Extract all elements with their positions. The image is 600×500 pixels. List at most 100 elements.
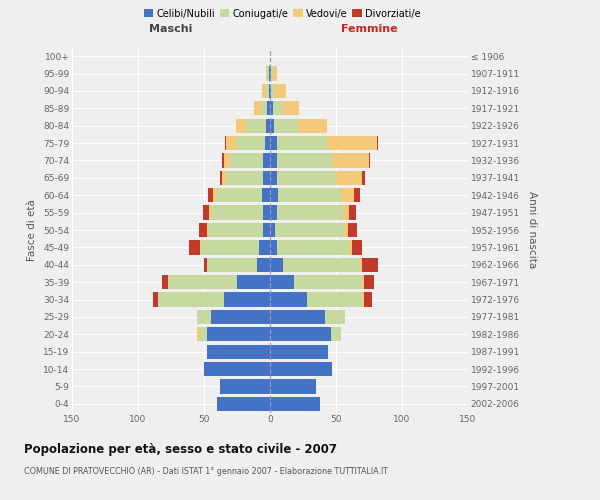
Bar (206, 223, 208, 237)
Bar (200, 240, 259, 254)
Bar (272, 101, 283, 116)
Text: Femmine: Femmine (341, 24, 397, 34)
Bar (349, 206, 356, 220)
Bar (206, 344, 270, 359)
Bar (220, 170, 223, 185)
Bar (162, 275, 169, 289)
Bar (158, 292, 224, 306)
Bar (270, 344, 328, 359)
Bar (277, 240, 349, 254)
Bar (269, 84, 270, 98)
Bar (269, 66, 270, 80)
Bar (277, 154, 332, 168)
Bar (270, 310, 325, 324)
Bar (236, 118, 246, 133)
Bar (259, 240, 270, 254)
Bar (270, 223, 275, 237)
Bar (362, 292, 364, 306)
Bar (362, 258, 378, 272)
Bar (283, 258, 360, 272)
Bar (208, 223, 263, 237)
Bar (213, 188, 216, 202)
Bar (265, 136, 270, 150)
Bar (200, 327, 206, 342)
Bar (325, 310, 345, 324)
Bar (277, 206, 343, 220)
Bar (266, 118, 270, 133)
Y-axis label: Fasce di età: Fasce di età (28, 199, 37, 261)
Bar (327, 136, 377, 150)
Bar (226, 170, 263, 185)
Bar (152, 292, 158, 306)
Bar (270, 258, 283, 272)
Bar (270, 101, 272, 116)
Bar (262, 188, 270, 202)
Bar (362, 170, 365, 185)
Bar (203, 206, 209, 220)
Bar (211, 206, 263, 220)
Bar (270, 66, 271, 80)
Bar (197, 327, 200, 342)
Bar (270, 84, 271, 98)
Bar (223, 170, 226, 185)
Bar (270, 188, 278, 202)
Bar (343, 206, 349, 220)
Bar (355, 188, 360, 202)
Bar (206, 327, 270, 342)
Bar (298, 118, 327, 133)
Bar (294, 275, 362, 289)
Bar (236, 136, 265, 150)
Bar (237, 275, 270, 289)
Bar (360, 258, 362, 272)
Text: Popolazione per età, sesso e stato civile - 2007: Popolazione per età, sesso e stato civil… (24, 442, 337, 456)
Bar (263, 154, 270, 168)
Bar (266, 84, 269, 98)
Bar (275, 223, 344, 237)
Bar (266, 66, 268, 80)
Bar (274, 118, 298, 133)
Bar (263, 170, 270, 185)
Bar (223, 154, 224, 168)
Bar (220, 380, 270, 394)
Bar (204, 362, 270, 376)
Bar (364, 275, 374, 289)
Bar (271, 84, 275, 98)
Bar (331, 327, 341, 342)
Bar (226, 136, 236, 150)
Bar (270, 362, 332, 376)
Bar (261, 101, 268, 116)
Bar (275, 84, 286, 98)
Bar (209, 206, 211, 220)
Bar (341, 188, 355, 202)
Bar (270, 240, 277, 254)
Bar (270, 292, 307, 306)
Bar (270, 206, 277, 220)
Bar (270, 170, 277, 185)
Bar (246, 118, 266, 133)
Bar (224, 292, 270, 306)
Bar (263, 223, 270, 237)
Bar (364, 292, 371, 306)
Bar (204, 258, 206, 272)
Bar (270, 154, 277, 168)
Bar (377, 136, 378, 150)
Bar (206, 258, 257, 272)
Bar (270, 327, 331, 342)
Y-axis label: Anni di nascita: Anni di nascita (527, 192, 536, 268)
Legend: Celibi/Nubili, Coniugati/e, Vedovi/e, Divorziati/e: Celibi/Nubili, Coniugati/e, Vedovi/e, Di… (140, 5, 424, 22)
Bar (169, 275, 237, 289)
Bar (352, 240, 362, 254)
Bar (307, 292, 362, 306)
Bar (270, 396, 320, 411)
Bar (230, 154, 263, 168)
Bar (224, 154, 230, 168)
Bar (270, 275, 294, 289)
Bar (344, 223, 348, 237)
Bar (190, 240, 200, 254)
Bar (277, 136, 327, 150)
Text: COMUNE DI PRATOVECCHIO (AR) - Dati ISTAT 1° gennaio 2007 - Elaborazione TUTTITAL: COMUNE DI PRATOVECCHIO (AR) - Dati ISTAT… (24, 468, 388, 476)
Bar (369, 154, 370, 168)
Bar (254, 101, 261, 116)
Bar (270, 380, 316, 394)
Bar (270, 136, 277, 150)
